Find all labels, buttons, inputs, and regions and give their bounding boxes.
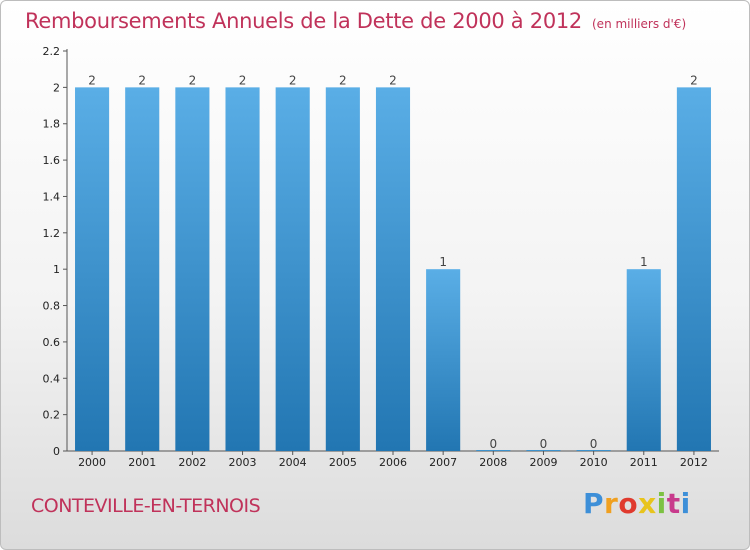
y-tick-label: 1.8	[43, 118, 61, 131]
bars	[75, 87, 711, 451]
bar	[325, 87, 360, 451]
bar	[175, 87, 210, 451]
x-tick-label: 2006	[379, 456, 407, 469]
x-tick-label: 2002	[178, 456, 206, 469]
y-tick-label: 0.2	[43, 409, 61, 422]
logo-letter: P	[583, 487, 605, 520]
bar	[375, 87, 411, 451]
y-tick-label: 2.2	[43, 45, 61, 58]
y-tick-label: 1.4	[43, 190, 61, 203]
x-tick-label: 2007	[429, 456, 457, 469]
y-axis: 0 0.2 0.4 0.6 0.8 1 1.2 1.4 1.6 1.8 2 2.2	[43, 45, 68, 458]
bar	[125, 87, 160, 451]
y-tick-label: 0.6	[43, 336, 61, 349]
data-label: 1	[640, 255, 648, 269]
x-axis: 2000 2001 2002 2003 2004 2005 2006 2007 2008 2009…	[67, 450, 719, 469]
bar	[576, 450, 611, 451]
data-label: 2	[138, 73, 146, 87]
logo-letter: i	[680, 487, 691, 520]
logo-letter: t	[666, 487, 681, 520]
data-label: 0	[489, 437, 497, 451]
data-label: 0	[590, 437, 598, 451]
x-tick-label: 2009	[529, 456, 557, 469]
bar	[75, 87, 110, 451]
bar	[275, 87, 310, 451]
bar	[526, 450, 561, 451]
data-label: 2	[189, 73, 197, 87]
x-tick-label: 2000	[78, 456, 106, 469]
y-tick-label: 1	[53, 263, 60, 276]
chart-subtitle: (en milliers d'€)	[592, 17, 687, 31]
municipality-name: CONTEVILLE-EN-TERNOIS	[31, 495, 261, 517]
x-tick-label: 2001	[128, 456, 156, 469]
bar	[626, 269, 661, 451]
data-label: 1	[439, 255, 447, 269]
bar	[676, 87, 711, 451]
proxiti-logo: Proxiti	[583, 487, 691, 520]
y-tick-label: 2	[53, 81, 60, 94]
data-label: 2	[239, 73, 247, 87]
x-tick-label: 2010	[580, 456, 608, 469]
x-tick-label: 2003	[229, 456, 257, 469]
y-tick-label: 0	[53, 445, 60, 458]
data-label: 2	[339, 73, 347, 87]
x-tick-label: 2011	[630, 456, 658, 469]
data-label: 2	[389, 73, 397, 87]
y-tick-label: 1.2	[43, 227, 61, 240]
x-tick-label: 2012	[680, 456, 708, 469]
data-labels: 2 2 2 2 2 2 2 1 0 0 0 1 2	[88, 73, 697, 451]
bar	[426, 269, 461, 451]
x-tick-label: 2004	[279, 456, 307, 469]
bar	[225, 87, 260, 451]
data-label: 2	[88, 73, 96, 87]
data-label: 0	[540, 437, 548, 451]
data-label: 2	[289, 73, 297, 87]
logo-letter: r	[604, 487, 619, 520]
data-label: 2	[690, 73, 698, 87]
chart-title: Remboursements Annuels de la Dette de 20…	[25, 9, 686, 33]
y-tick-label: 1.6	[43, 154, 61, 167]
logo-letter: o	[618, 487, 639, 520]
logo-letter: i	[656, 487, 667, 520]
x-tick-label: 2008	[479, 456, 507, 469]
chart-title-text: Remboursements Annuels de la Dette de 20…	[25, 9, 582, 33]
logo-letter: x	[638, 487, 657, 520]
y-tick-label: 0.4	[43, 372, 61, 385]
bar	[476, 450, 511, 451]
x-tick-label: 2005	[329, 456, 357, 469]
y-tick-label: 0.8	[43, 300, 61, 313]
